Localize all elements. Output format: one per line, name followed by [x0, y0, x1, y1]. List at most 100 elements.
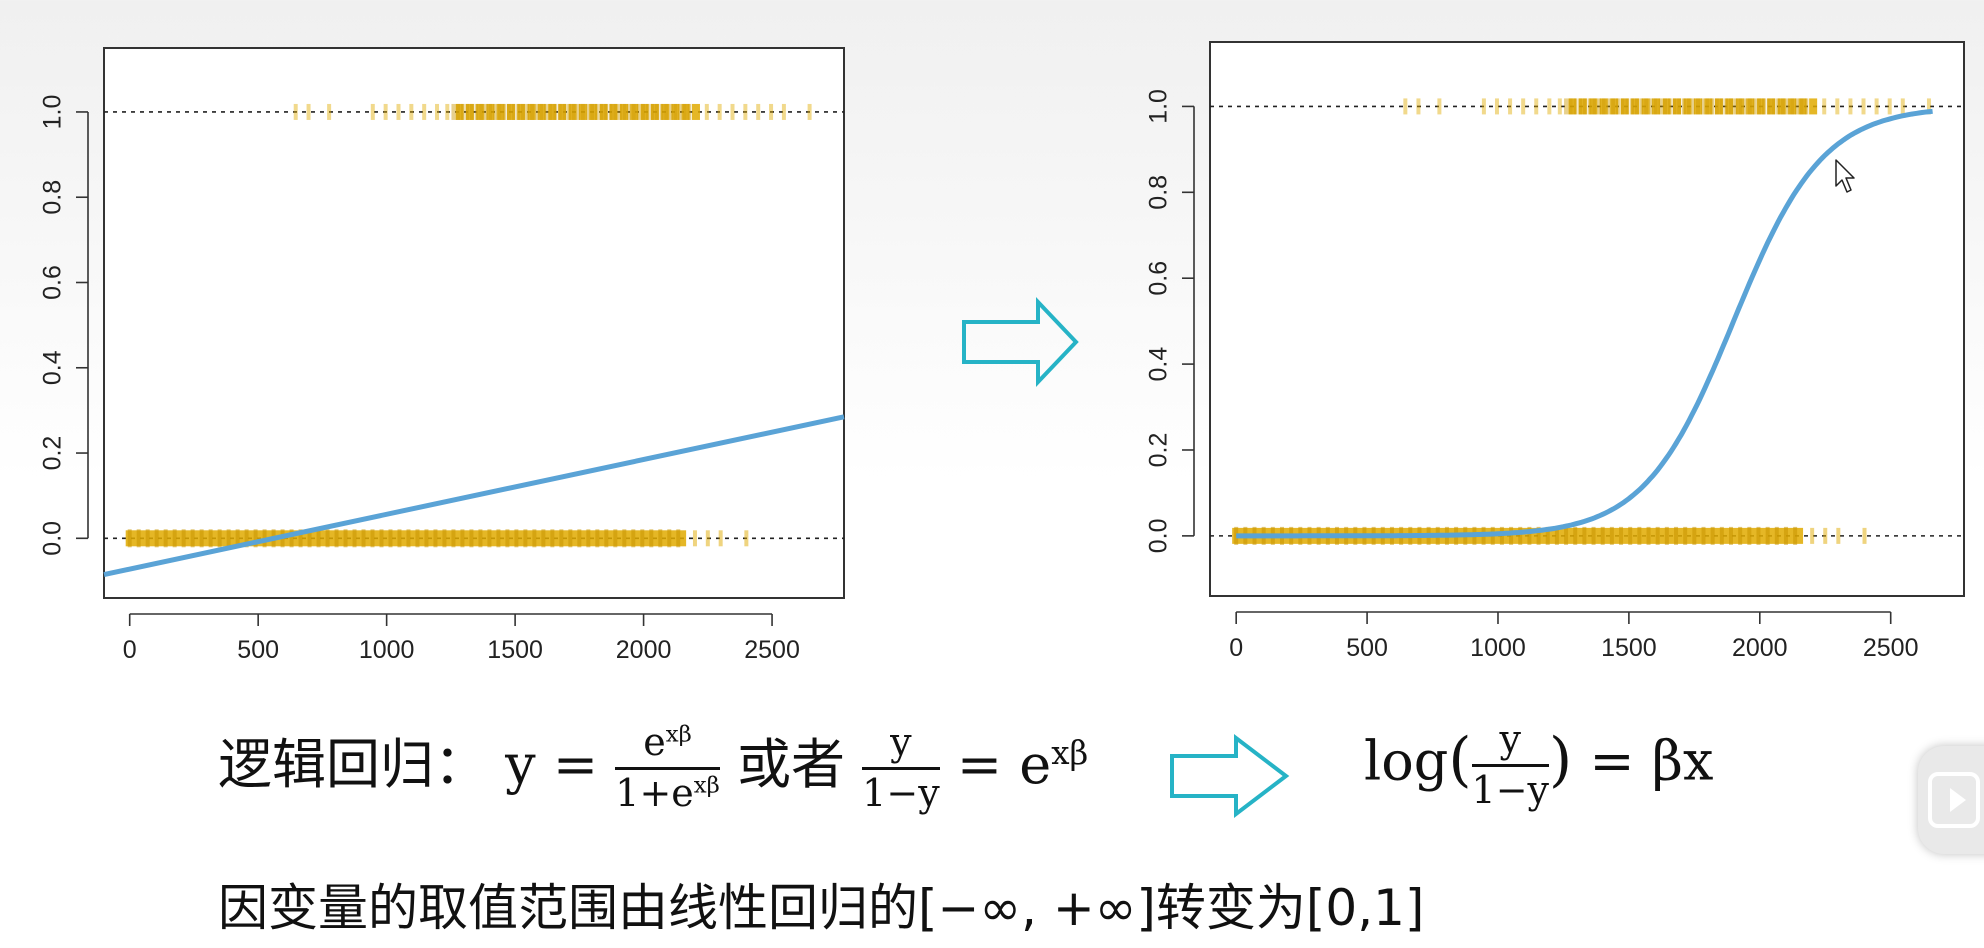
x-tick-label: 500 [1346, 634, 1388, 662]
data-point [1692, 526, 1697, 545]
x-tick-label: 0 [1229, 634, 1243, 662]
formula-y-equals: y = [505, 733, 599, 796]
y-tick-label: 1.0 [1145, 89, 1173, 124]
data-point [1756, 98, 1765, 115]
data-point [678, 103, 683, 120]
data-point [1573, 98, 1578, 115]
data-point [1788, 98, 1797, 115]
data-point [1639, 98, 1644, 115]
frac1-denominator: 1+e [615, 770, 694, 815]
data-point [1783, 526, 1788, 545]
frac1-numerator-sup: xβ [665, 721, 692, 748]
data-point [1620, 98, 1625, 115]
data-point [415, 529, 420, 548]
data-point [1714, 98, 1723, 115]
data-point [1609, 526, 1614, 545]
data-point [631, 103, 636, 120]
data-point [1710, 526, 1715, 545]
data-point [1592, 98, 1597, 115]
data-point [1578, 98, 1583, 115]
data-point [1794, 98, 1799, 115]
frac1-denominator-sup: xβ [693, 772, 720, 799]
data-point [537, 103, 546, 120]
data-point [474, 103, 479, 120]
data-point [298, 529, 303, 548]
data-point [650, 103, 659, 120]
data-point [541, 529, 546, 548]
data-point [1835, 98, 1840, 115]
data-point [1793, 526, 1798, 545]
data-point [352, 529, 357, 548]
data-point [578, 103, 587, 120]
data-point [718, 530, 723, 547]
data-point [1719, 98, 1724, 115]
x-axis: 0 500 1000 1500 2000 2500 [123, 613, 800, 664]
x-tick-label: 1000 [1470, 634, 1526, 662]
data-point [559, 529, 564, 548]
data-point [383, 103, 388, 120]
data-point [1728, 526, 1733, 545]
data-point [1591, 526, 1596, 545]
data-point [1582, 98, 1587, 115]
transform-arrow-icon [962, 296, 1079, 388]
mouse-pointer-icon [1835, 159, 1855, 193]
data-point [1704, 98, 1713, 115]
data-point [617, 103, 622, 120]
y-tick-label: 0.4 [39, 350, 67, 385]
data-point [1568, 98, 1577, 115]
y-tick-label: 0.6 [1145, 261, 1173, 296]
data-point [1641, 98, 1650, 115]
data-point [469, 103, 474, 120]
data-point [661, 103, 670, 120]
data-point [244, 529, 249, 548]
data-point [1809, 98, 1818, 115]
data-point [316, 529, 321, 548]
data-point [1823, 527, 1828, 544]
data-point [667, 529, 672, 548]
data-point [1437, 98, 1442, 115]
data-point [424, 529, 429, 548]
y-tick-label: 1.0 [39, 95, 67, 130]
data-point [1564, 98, 1569, 115]
data-point [1494, 98, 1499, 115]
data-point [769, 103, 774, 120]
data-point [460, 103, 465, 120]
side-play-button[interactable] [1918, 746, 1984, 854]
formula-equals-e: = exβ [957, 733, 1088, 796]
data-point [456, 103, 461, 120]
data-point [370, 103, 375, 120]
data-point [1861, 98, 1866, 115]
fit-line [103, 414, 845, 577]
data-point [1700, 98, 1705, 115]
data-point [687, 103, 692, 120]
data-point [654, 103, 659, 120]
data-point [692, 530, 697, 547]
data-point [1738, 98, 1743, 115]
data-point [658, 529, 663, 548]
data-point [1601, 98, 1606, 115]
data-point [1728, 98, 1733, 115]
data-point [406, 529, 411, 548]
logistic-curve [1236, 108, 1933, 539]
data-point [668, 103, 673, 120]
formula-or: 或者 [737, 733, 845, 796]
data-point [664, 103, 669, 120]
data-point [613, 103, 618, 120]
data-point [673, 103, 678, 120]
data-point [1554, 526, 1559, 545]
data-point [1822, 98, 1827, 115]
data-point [1644, 98, 1649, 115]
data-point [595, 529, 600, 548]
data-point [379, 529, 384, 548]
data-point [627, 103, 632, 120]
formula-equals-e-text: = e [956, 733, 1052, 796]
data-point [586, 529, 591, 548]
data-point [568, 103, 577, 120]
data-point [488, 103, 493, 120]
data-point [445, 103, 450, 120]
data-point [590, 103, 595, 120]
x-tick-label: 0 [123, 636, 137, 664]
data-point [1719, 526, 1724, 545]
data-point [1798, 98, 1807, 115]
data-point [604, 529, 609, 548]
